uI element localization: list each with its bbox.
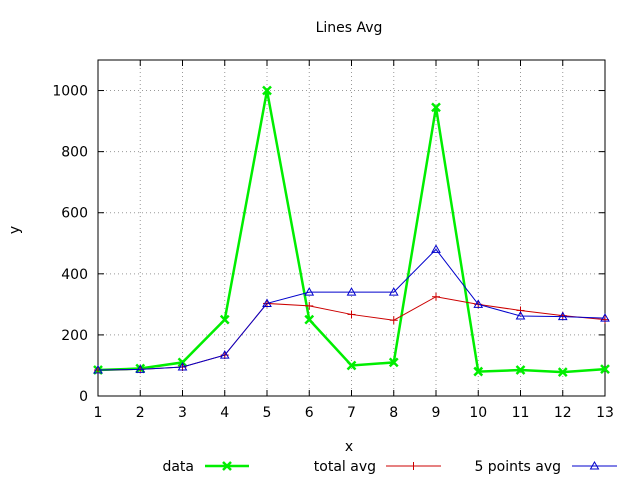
data-point xyxy=(222,461,232,471)
x-tick-label: 1 xyxy=(94,405,103,421)
data-point xyxy=(431,102,441,113)
legend-label: 5 points avg xyxy=(474,459,561,475)
data-point xyxy=(432,292,440,301)
data-point xyxy=(219,314,230,325)
data-point xyxy=(515,365,526,375)
data-point xyxy=(409,462,418,470)
data-point xyxy=(346,360,357,371)
series-line xyxy=(97,248,606,371)
chart-title: Lines Avg xyxy=(316,20,383,36)
data-point xyxy=(515,310,526,320)
data-point xyxy=(304,287,315,296)
data-point xyxy=(557,311,568,321)
legend-entry: total avg xyxy=(314,459,441,475)
y-tick-label: 600 xyxy=(61,206,88,222)
series-lines xyxy=(93,85,610,378)
series-line xyxy=(97,296,606,371)
data-point xyxy=(135,364,146,373)
data-point xyxy=(557,367,568,378)
y-tick-label: 1000 xyxy=(52,84,88,100)
y-tick-label: 800 xyxy=(61,145,88,161)
x-tick-label: 13 xyxy=(596,405,614,421)
x-tick-label: 9 xyxy=(432,405,441,421)
data-point xyxy=(262,85,272,96)
y-tick-label: 400 xyxy=(61,267,88,283)
legend-entry: 5 points avg xyxy=(474,459,617,475)
data-point xyxy=(589,460,600,470)
data-point xyxy=(219,350,230,359)
legend-label: total avg xyxy=(314,459,376,475)
data-point xyxy=(388,287,399,296)
data-point xyxy=(600,364,610,375)
x-tick-label: 4 xyxy=(220,405,229,421)
data-point xyxy=(305,301,314,310)
x-tick-label: 8 xyxy=(389,405,398,421)
data-point xyxy=(304,314,315,325)
data-point xyxy=(347,310,356,319)
x-tick-label: 7 xyxy=(347,405,356,421)
data-point xyxy=(431,244,441,253)
x-tick-label: 10 xyxy=(469,405,487,421)
x-tick-label: 2 xyxy=(136,405,145,421)
data-point xyxy=(93,365,103,374)
x-axis-label: x xyxy=(345,439,353,455)
x-tick-label: 5 xyxy=(263,405,272,421)
data-point xyxy=(388,357,399,368)
y-tick-label: 200 xyxy=(61,328,88,344)
legend-entry: data xyxy=(162,459,249,475)
data-point xyxy=(600,313,610,322)
data-point xyxy=(473,299,484,308)
legend: data total avg 5 points avg xyxy=(162,459,617,475)
data-point xyxy=(389,316,398,325)
data-point xyxy=(516,306,525,315)
series-5-points-avg xyxy=(93,244,610,374)
x-tick-label: 12 xyxy=(554,405,572,421)
data-point xyxy=(346,287,357,296)
legend-label: data xyxy=(162,459,194,475)
x-tick-label: 6 xyxy=(305,405,314,421)
data-point xyxy=(177,361,188,371)
y-axis-label: y xyxy=(7,226,23,234)
data-point xyxy=(473,366,484,377)
x-tick-label: 3 xyxy=(178,405,187,421)
y-tick-label: 0 xyxy=(79,389,88,405)
grid xyxy=(98,60,605,396)
x-tick-label: 11 xyxy=(512,405,530,421)
data-point xyxy=(262,298,272,307)
